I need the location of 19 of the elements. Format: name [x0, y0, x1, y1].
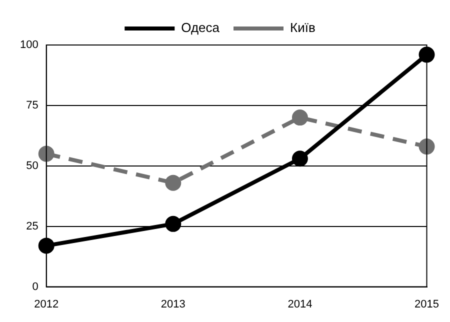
x-tick-label: 2014	[288, 298, 312, 310]
y-tick-label: 100	[20, 39, 38, 52]
point	[292, 110, 308, 126]
legend-label: Київ	[290, 20, 316, 36]
x-tick-label: 2012	[34, 298, 59, 310]
legend-label: Одеса	[181, 20, 220, 36]
point	[418, 46, 435, 63]
point	[165, 174, 182, 191]
point	[38, 146, 54, 162]
point	[418, 138, 435, 155]
y-tick-label: 0	[32, 280, 38, 293]
y-tick-label: 75	[26, 99, 38, 112]
y-tick-label: 25	[26, 220, 38, 232]
x-tick-label: 2013	[160, 298, 186, 310]
point	[165, 216, 182, 232]
x-tick-label: 2015	[414, 298, 440, 310]
point	[38, 238, 54, 254]
point	[292, 150, 308, 167]
y-tick-label: 50	[26, 160, 38, 172]
